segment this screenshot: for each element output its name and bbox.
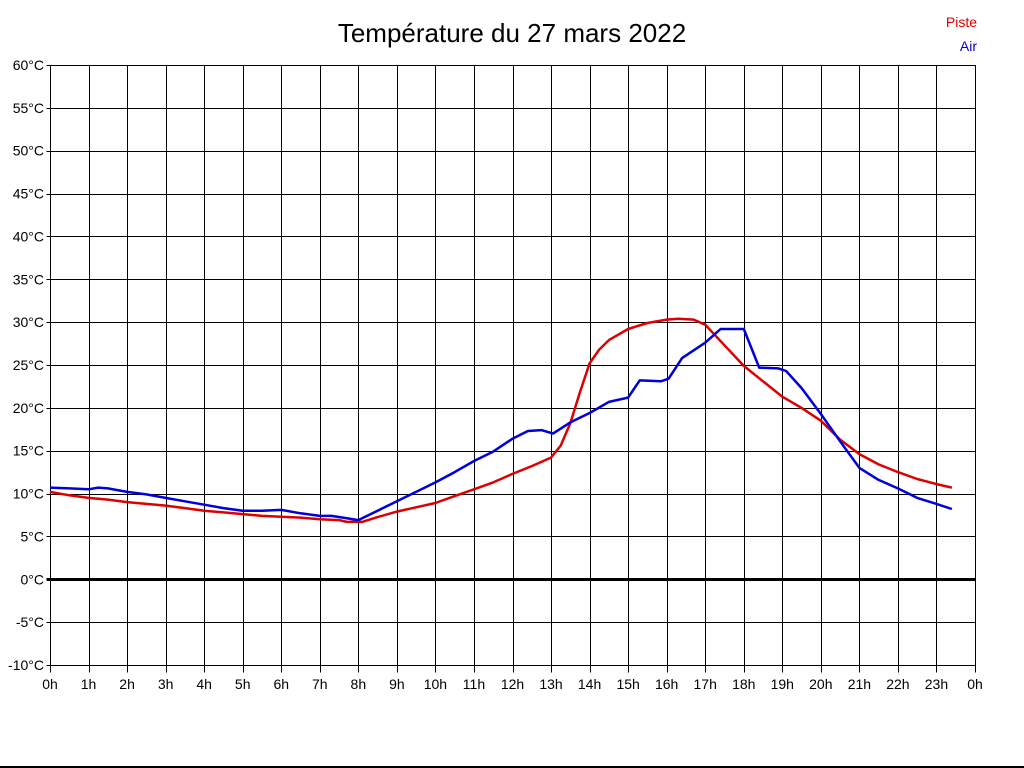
y-tick-label: -10°C xyxy=(8,657,44,673)
x-tick-label: 5h xyxy=(235,676,251,692)
x-tick-label: 10h xyxy=(424,676,447,692)
series-line-air xyxy=(49,327,953,522)
x-tick-label: 17h xyxy=(694,676,717,692)
x-tick-label: 18h xyxy=(732,676,755,692)
x-tick-label: 13h xyxy=(539,676,562,692)
axis-ticks xyxy=(46,65,976,673)
x-tick-label: 3h xyxy=(158,676,174,692)
y-tick-label: 60°C xyxy=(13,57,44,73)
x-tick-label: 9h xyxy=(389,676,405,692)
y-tick-label: 15°C xyxy=(13,443,44,459)
y-tick-label: 55°C xyxy=(13,100,44,116)
x-tick-label: 2h xyxy=(119,676,135,692)
x-tick-label: 0h xyxy=(42,676,58,692)
axis-labels: 0h 1h 2h 3h 4h 5h 6h 7h 8h 9h 10h 11h 12h 13h 14h 15h 16… xyxy=(8,57,983,692)
y-tick-label: 30°C xyxy=(13,314,44,330)
y-tick-label: -5°C xyxy=(16,614,44,630)
y-tick-label: 5°C xyxy=(21,528,45,544)
chart-title: Température du 27 mars 2022 xyxy=(337,18,687,48)
x-tick-label: 20h xyxy=(809,676,832,692)
x-tick-label: 21h xyxy=(848,676,871,692)
x-tick-label: 7h xyxy=(312,676,328,692)
y-tick-label: 35°C xyxy=(13,271,44,287)
x-tick-label: 19h xyxy=(771,676,794,692)
x-tick-label: 22h xyxy=(886,676,909,692)
x-tick-label: 11h xyxy=(463,676,485,692)
x-tick-label: 8h xyxy=(351,676,367,692)
bottom-border xyxy=(0,766,1024,768)
data-series xyxy=(49,317,953,524)
y-tick-label: 10°C xyxy=(13,486,44,502)
y-tick-label: 45°C xyxy=(13,186,44,202)
x-tick-label: 1h xyxy=(81,676,97,692)
y-tick-label: 40°C xyxy=(13,228,44,244)
x-tick-label: 15h xyxy=(616,676,639,692)
series-line-piste xyxy=(49,317,953,524)
x-tick-label: 4h xyxy=(196,676,212,692)
legend-item-piste: Piste xyxy=(945,14,977,30)
legend-item-air: Air xyxy=(959,38,977,54)
x-tick-label: 6h xyxy=(273,676,289,692)
y-tick-label: 50°C xyxy=(13,143,44,159)
x-tick-label: 16h xyxy=(655,676,678,692)
x-tick-label: 23h xyxy=(925,676,948,692)
x-tick-label: 12h xyxy=(501,676,524,692)
legend: Piste Air xyxy=(946,10,977,58)
grid-lines xyxy=(46,65,976,666)
x-tick-label: 0h xyxy=(967,676,983,692)
y-tick-label: 25°C xyxy=(13,357,44,373)
x-tick-label: 14h xyxy=(578,676,601,692)
y-tick-label: 0°C xyxy=(21,571,45,587)
y-tick-label: 20°C xyxy=(13,400,44,416)
